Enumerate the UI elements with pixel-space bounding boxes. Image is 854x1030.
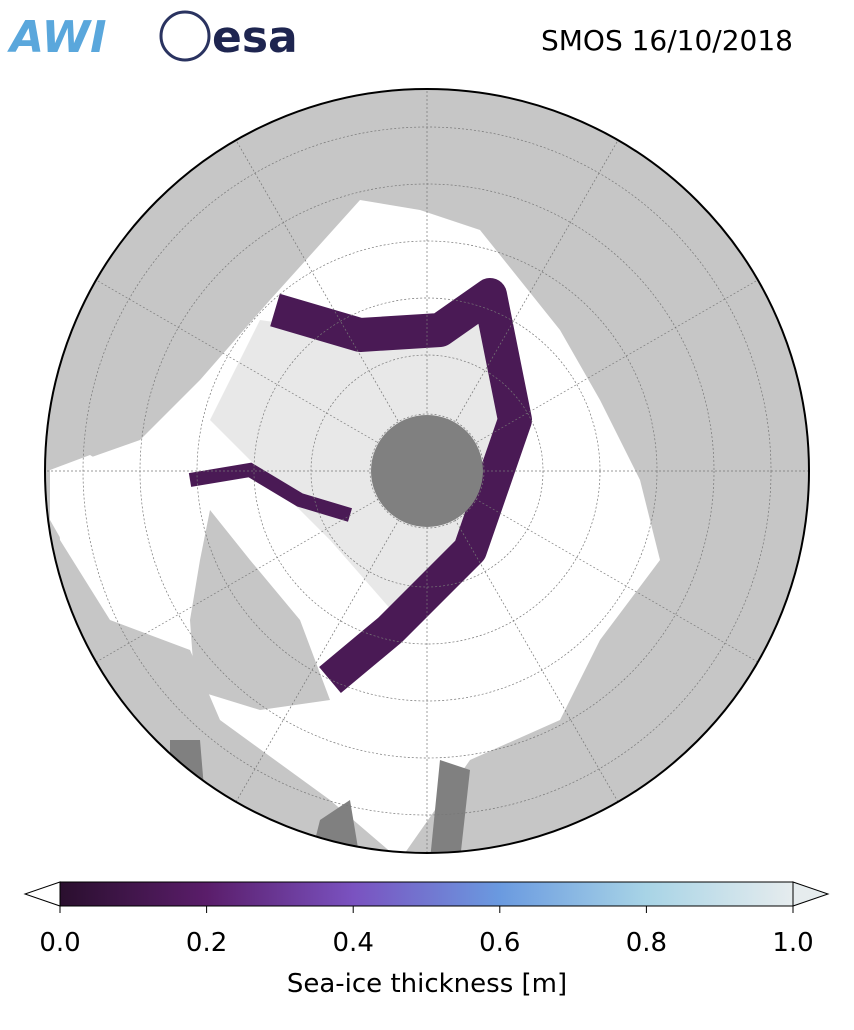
greenland [190,510,330,710]
ocean [50,455,130,555]
sea-ice [210,290,520,620]
land-mask [170,740,470,853]
colorbar-tick-label: 1.0 [772,928,813,958]
title: SMOS 16/10/2018 [541,24,793,57]
colorbar-tick-label: 0.8 [626,928,667,958]
colorbar-bar [59,881,794,907]
colorbar-extend-low [23,881,61,907]
esa-logo: esa [212,12,298,63]
pole-hole [371,415,483,527]
colorbar-tick-label: 0.2 [186,928,227,958]
colorbar-tick-label: 0.6 [479,928,520,958]
colorbar-extend-high [792,881,830,907]
esa-emblem [159,10,211,62]
colorbar-label: Sea-ice thickness [m] [287,969,567,999]
colorbar-tick-label: 0.4 [333,928,374,958]
colorbar [23,881,830,913]
map [45,89,809,853]
awi-logo: AWI [7,12,107,63]
map-border [44,88,810,854]
logos: AWI esa [7,10,298,63]
thin-ice-band [270,278,532,694]
colorbar-tick-label: 0.0 [39,928,80,958]
thin-ice-band [188,462,353,522]
